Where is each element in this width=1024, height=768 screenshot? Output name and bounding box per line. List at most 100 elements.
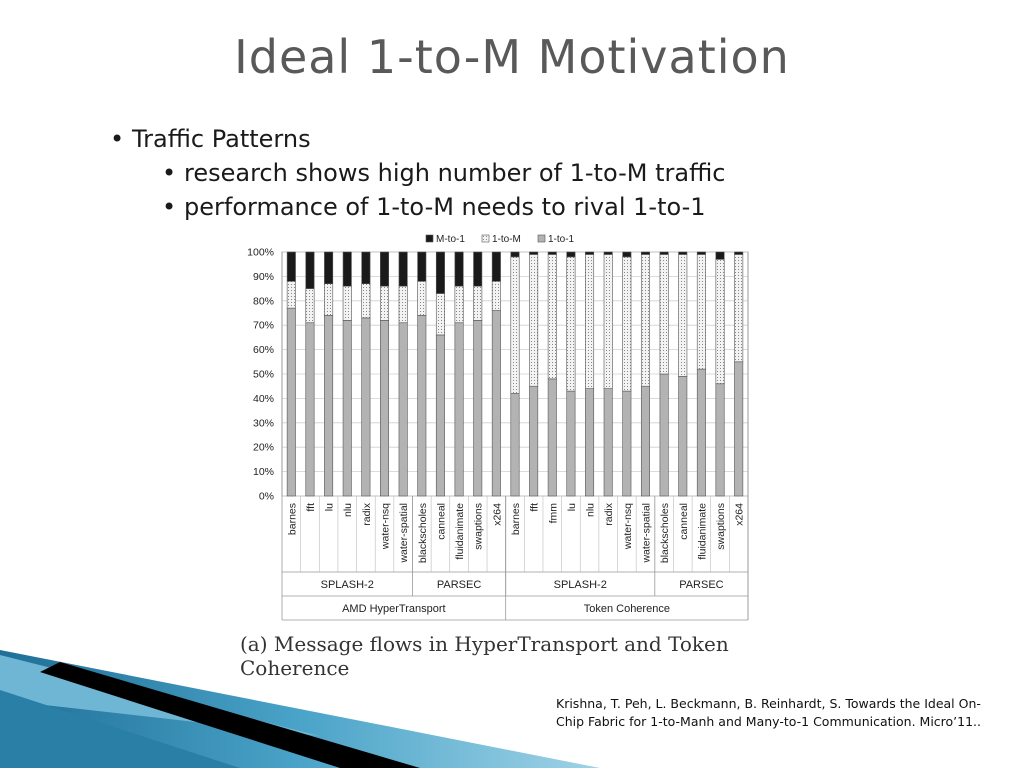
- y-tick-label: 20%: [253, 442, 274, 454]
- legend-swatch-M-to-1: [425, 234, 434, 243]
- bar-segment-1-to-1: [342, 320, 352, 497]
- bar-segment-1-to-1: [734, 361, 744, 497]
- x-tick-label: swaptions: [715, 503, 727, 550]
- bar-segment-1-to-M: [342, 285, 352, 321]
- citation: Krishna, T. Peh, L. Beckmann, B. Reinhar…: [556, 696, 982, 729]
- bar-segment-1-to-M: [361, 283, 371, 319]
- bar-segment-1-to-M: [435, 293, 445, 336]
- bar-segment-M-to-1: [696, 251, 706, 255]
- protocol-group-label: Token Coherence: [584, 603, 670, 615]
- bar-segment-1-to-M: [380, 285, 390, 321]
- x-tick-label: blackscholes: [659, 503, 671, 563]
- legend-swatch-1-to-1: [537, 234, 546, 243]
- bar-segment-1-to-1: [566, 390, 576, 497]
- y-tick-label: 30%: [253, 417, 274, 429]
- bar-segment-1-to-1: [491, 310, 501, 497]
- x-tick-label: fft: [305, 503, 317, 512]
- bullet-dot-icon: •: [110, 125, 125, 153]
- x-tick-label: blackscholes: [417, 503, 429, 563]
- bullet-text: Traffic Patterns: [132, 125, 311, 153]
- bar-segment-M-to-1: [510, 251, 520, 258]
- bar-segment-1-to-M: [622, 256, 632, 392]
- x-tick-label: fluidanimate: [454, 503, 466, 560]
- bar-segment-1-to-M: [398, 285, 408, 324]
- bar-segment-M-to-1: [715, 251, 725, 260]
- bar-segment-1-to-1: [398, 322, 408, 497]
- bar-segment-1-to-M: [715, 259, 725, 385]
- x-tick-label: barnes: [510, 503, 522, 535]
- bar-segment-M-to-1: [678, 251, 688, 255]
- y-tick-label: 70%: [253, 320, 274, 332]
- bar-segment-1-to-1: [417, 315, 427, 497]
- bar-segment-1-to-M: [324, 283, 334, 316]
- figure-caption: (a) Message flows in HyperTransport and …: [240, 632, 729, 680]
- bar-segment-M-to-1: [454, 251, 464, 287]
- bar-segment-1-to-1: [603, 388, 613, 497]
- bar-segment-1-to-M: [510, 256, 520, 394]
- bar-segment-1-to-M: [678, 254, 688, 377]
- suite-group-label: SPLASH-2: [321, 579, 374, 591]
- bullet-text: performance of 1-to-M needs to rival 1-t…: [184, 193, 706, 221]
- bullet-dot-icon: •: [162, 193, 177, 221]
- bar-segment-1-to-M: [566, 256, 576, 392]
- bar-segment-1-to-1: [715, 383, 725, 497]
- y-tick-label: 90%: [253, 271, 274, 283]
- bullet-item: • research shows high number of 1-to-M tr…: [110, 156, 725, 190]
- bar-segment-1-to-1: [361, 317, 371, 497]
- bar-segment-M-to-1: [603, 251, 613, 255]
- bar-segment-1-to-1: [286, 307, 296, 497]
- bar-segment-M-to-1: [324, 251, 334, 285]
- x-tick-label: fft: [529, 503, 541, 512]
- x-tick-label: water-nsq: [380, 503, 392, 550]
- bar-segment-M-to-1: [342, 251, 352, 287]
- bar-segment-1-to-1: [380, 320, 390, 497]
- x-tick-label: lu: [566, 503, 578, 511]
- bar-segment-M-to-1: [734, 251, 744, 255]
- bar-segment-1-to-M: [286, 280, 296, 309]
- x-tick-label: barnes: [286, 503, 298, 535]
- x-tick-label: water-spatial: [640, 503, 652, 564]
- slide-title: Ideal 1-to-M Motivation: [234, 30, 790, 84]
- bullet-list: • Traffic Patterns • research shows high n…: [110, 122, 725, 224]
- bar-segment-M-to-1: [491, 251, 501, 282]
- bullet-item: • Traffic Patterns: [110, 122, 725, 156]
- x-tick-label: radix: [361, 502, 373, 526]
- bar-segment-1-to-M: [491, 280, 501, 311]
- bar-segment-M-to-1: [286, 251, 296, 282]
- suite-group-label: PARSEC: [679, 579, 723, 591]
- x-tick-label: x264: [491, 503, 503, 526]
- stacked-bar-chart: 0%10%20%30%40%50%60%70%80%90%100%barnes f…: [247, 234, 749, 621]
- legend-label: 1-to-M: [492, 234, 521, 245]
- bar-segment-1-to-M: [454, 285, 464, 324]
- bar-segment-1-to-1: [473, 320, 483, 497]
- bar-segment-M-to-1: [435, 251, 445, 294]
- x-tick-label: water-spatial: [398, 503, 410, 564]
- bar-segment-1-to-1: [696, 368, 706, 497]
- protocol-group-label: AMD HyperTransport: [342, 603, 446, 615]
- bar-segment-1-to-M: [473, 285, 483, 321]
- x-tick-label: x264: [734, 503, 746, 526]
- x-tick-label: water-nsq: [622, 503, 634, 550]
- bar-segment-M-to-1: [547, 251, 557, 255]
- bar-segment-1-to-1: [510, 393, 520, 497]
- bar-segment-1-to-M: [734, 254, 744, 363]
- x-tick-label: lu: [324, 503, 336, 511]
- bar-segment-1-to-1: [547, 378, 557, 497]
- bar-segment-1-to-1: [454, 322, 464, 497]
- x-tick-label: fluidanimate: [696, 503, 708, 560]
- bar-segment-M-to-1: [473, 251, 483, 287]
- legend-swatch-1-to-M: [481, 234, 490, 243]
- bar-segment-1-to-1: [324, 315, 334, 497]
- bar-segment-M-to-1: [417, 251, 427, 282]
- bar-segment-M-to-1: [529, 251, 539, 255]
- x-tick-label: radix: [603, 502, 615, 526]
- x-tick-label: nlu: [585, 503, 597, 517]
- y-tick-label: 100%: [247, 247, 274, 259]
- bar-segment-M-to-1: [398, 251, 408, 287]
- y-tick-label: 10%: [253, 466, 274, 478]
- bar-segment-1-to-1: [305, 322, 315, 497]
- bar-segment-M-to-1: [566, 251, 576, 258]
- bullet-text: research shows high number of 1-to-M tra…: [184, 159, 726, 187]
- bar-segment-1-to-M: [585, 254, 595, 389]
